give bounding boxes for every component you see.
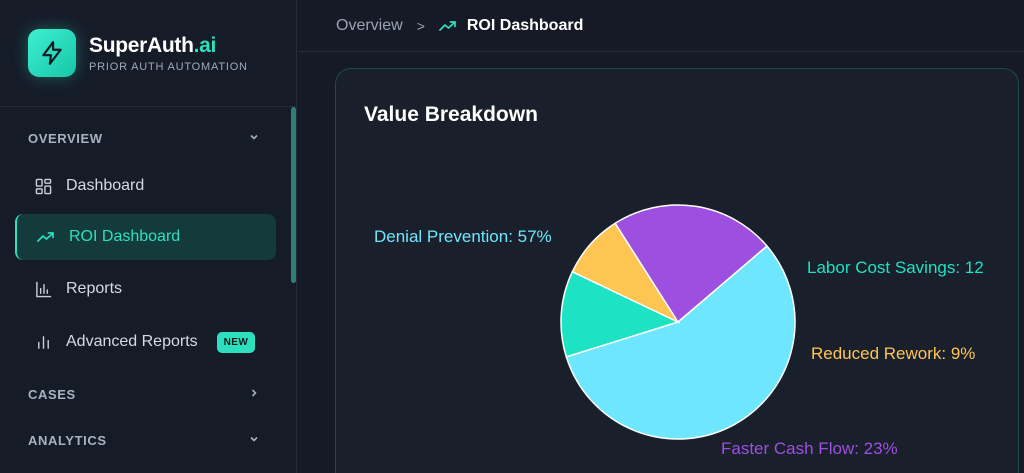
sidebar-item-roi-dashboard[interactable]: ROI Dashboard [15,214,276,260]
slice-reduced-rework-label: Reduced Rework: 9% [811,344,975,363]
bar-chart-icon [34,280,52,298]
new-badge: NEW [216,331,256,353]
value-breakdown-card: Value Breakdown Denial Prevention: 57% La… [335,68,1019,473]
chevron-down-icon [248,433,260,448]
breadcrumb-overview[interactable]: Overview [336,16,403,34]
slice-faster-cash-flow[interactable] [614,204,769,324]
bar-chart-alt-icon [34,333,52,351]
slice-faster-cash-flow-label: Faster Cash Flow: 23% [721,439,898,458]
sidebar-scrollbar[interactable] [289,107,297,473]
grid-icon [34,177,52,195]
sidebar-item-advanced-reports[interactable]: Advanced Reports NEW [15,319,276,365]
brand-name: SuperAuth.ai [89,33,217,57]
breadcrumb-current: ROI Dashboard [466,16,584,34]
breadcrumb-separator: > [416,17,425,34]
chevron-down-icon [248,131,260,146]
trending-up-icon [439,19,457,33]
chevron-right-icon [248,387,260,402]
section-cases[interactable]: CASES [28,387,260,402]
trending-up-icon [37,228,55,246]
card-title: Value Breakdown [364,103,538,126]
slice-labor-cost-savings[interactable] [560,270,681,358]
slice-denial-prevention[interactable] [565,244,796,440]
brand-subtitle: PRIOR AUTH AUTOMATION [89,60,248,73]
sidebar-item-dashboard[interactable]: Dashboard [15,163,276,209]
slice-denial-prevention-label: Denial Prevention: 57% [374,227,552,246]
sidebar-item-reports[interactable]: Reports [15,266,276,312]
breadcrumb: Overview > ROI Dashboard [298,0,1024,52]
brand[interactable]: SuperAuth.ai PRIOR AUTH AUTOMATION [0,0,296,107]
section-analytics[interactable]: ANALYTICS [28,433,260,448]
lightning-icon [28,29,76,77]
sidebar: SuperAuth.ai PRIOR AUTH AUTOMATION OVERV… [0,0,297,473]
pie-chart: Denial Prevention: 57% Labor Cost Savings… [374,204,984,458]
scrollbar-thumb[interactable] [291,107,296,283]
slice-labor-cost-savings-label: Labor Cost Savings: 12 [807,258,984,277]
section-overview[interactable]: OVERVIEW [28,131,260,146]
